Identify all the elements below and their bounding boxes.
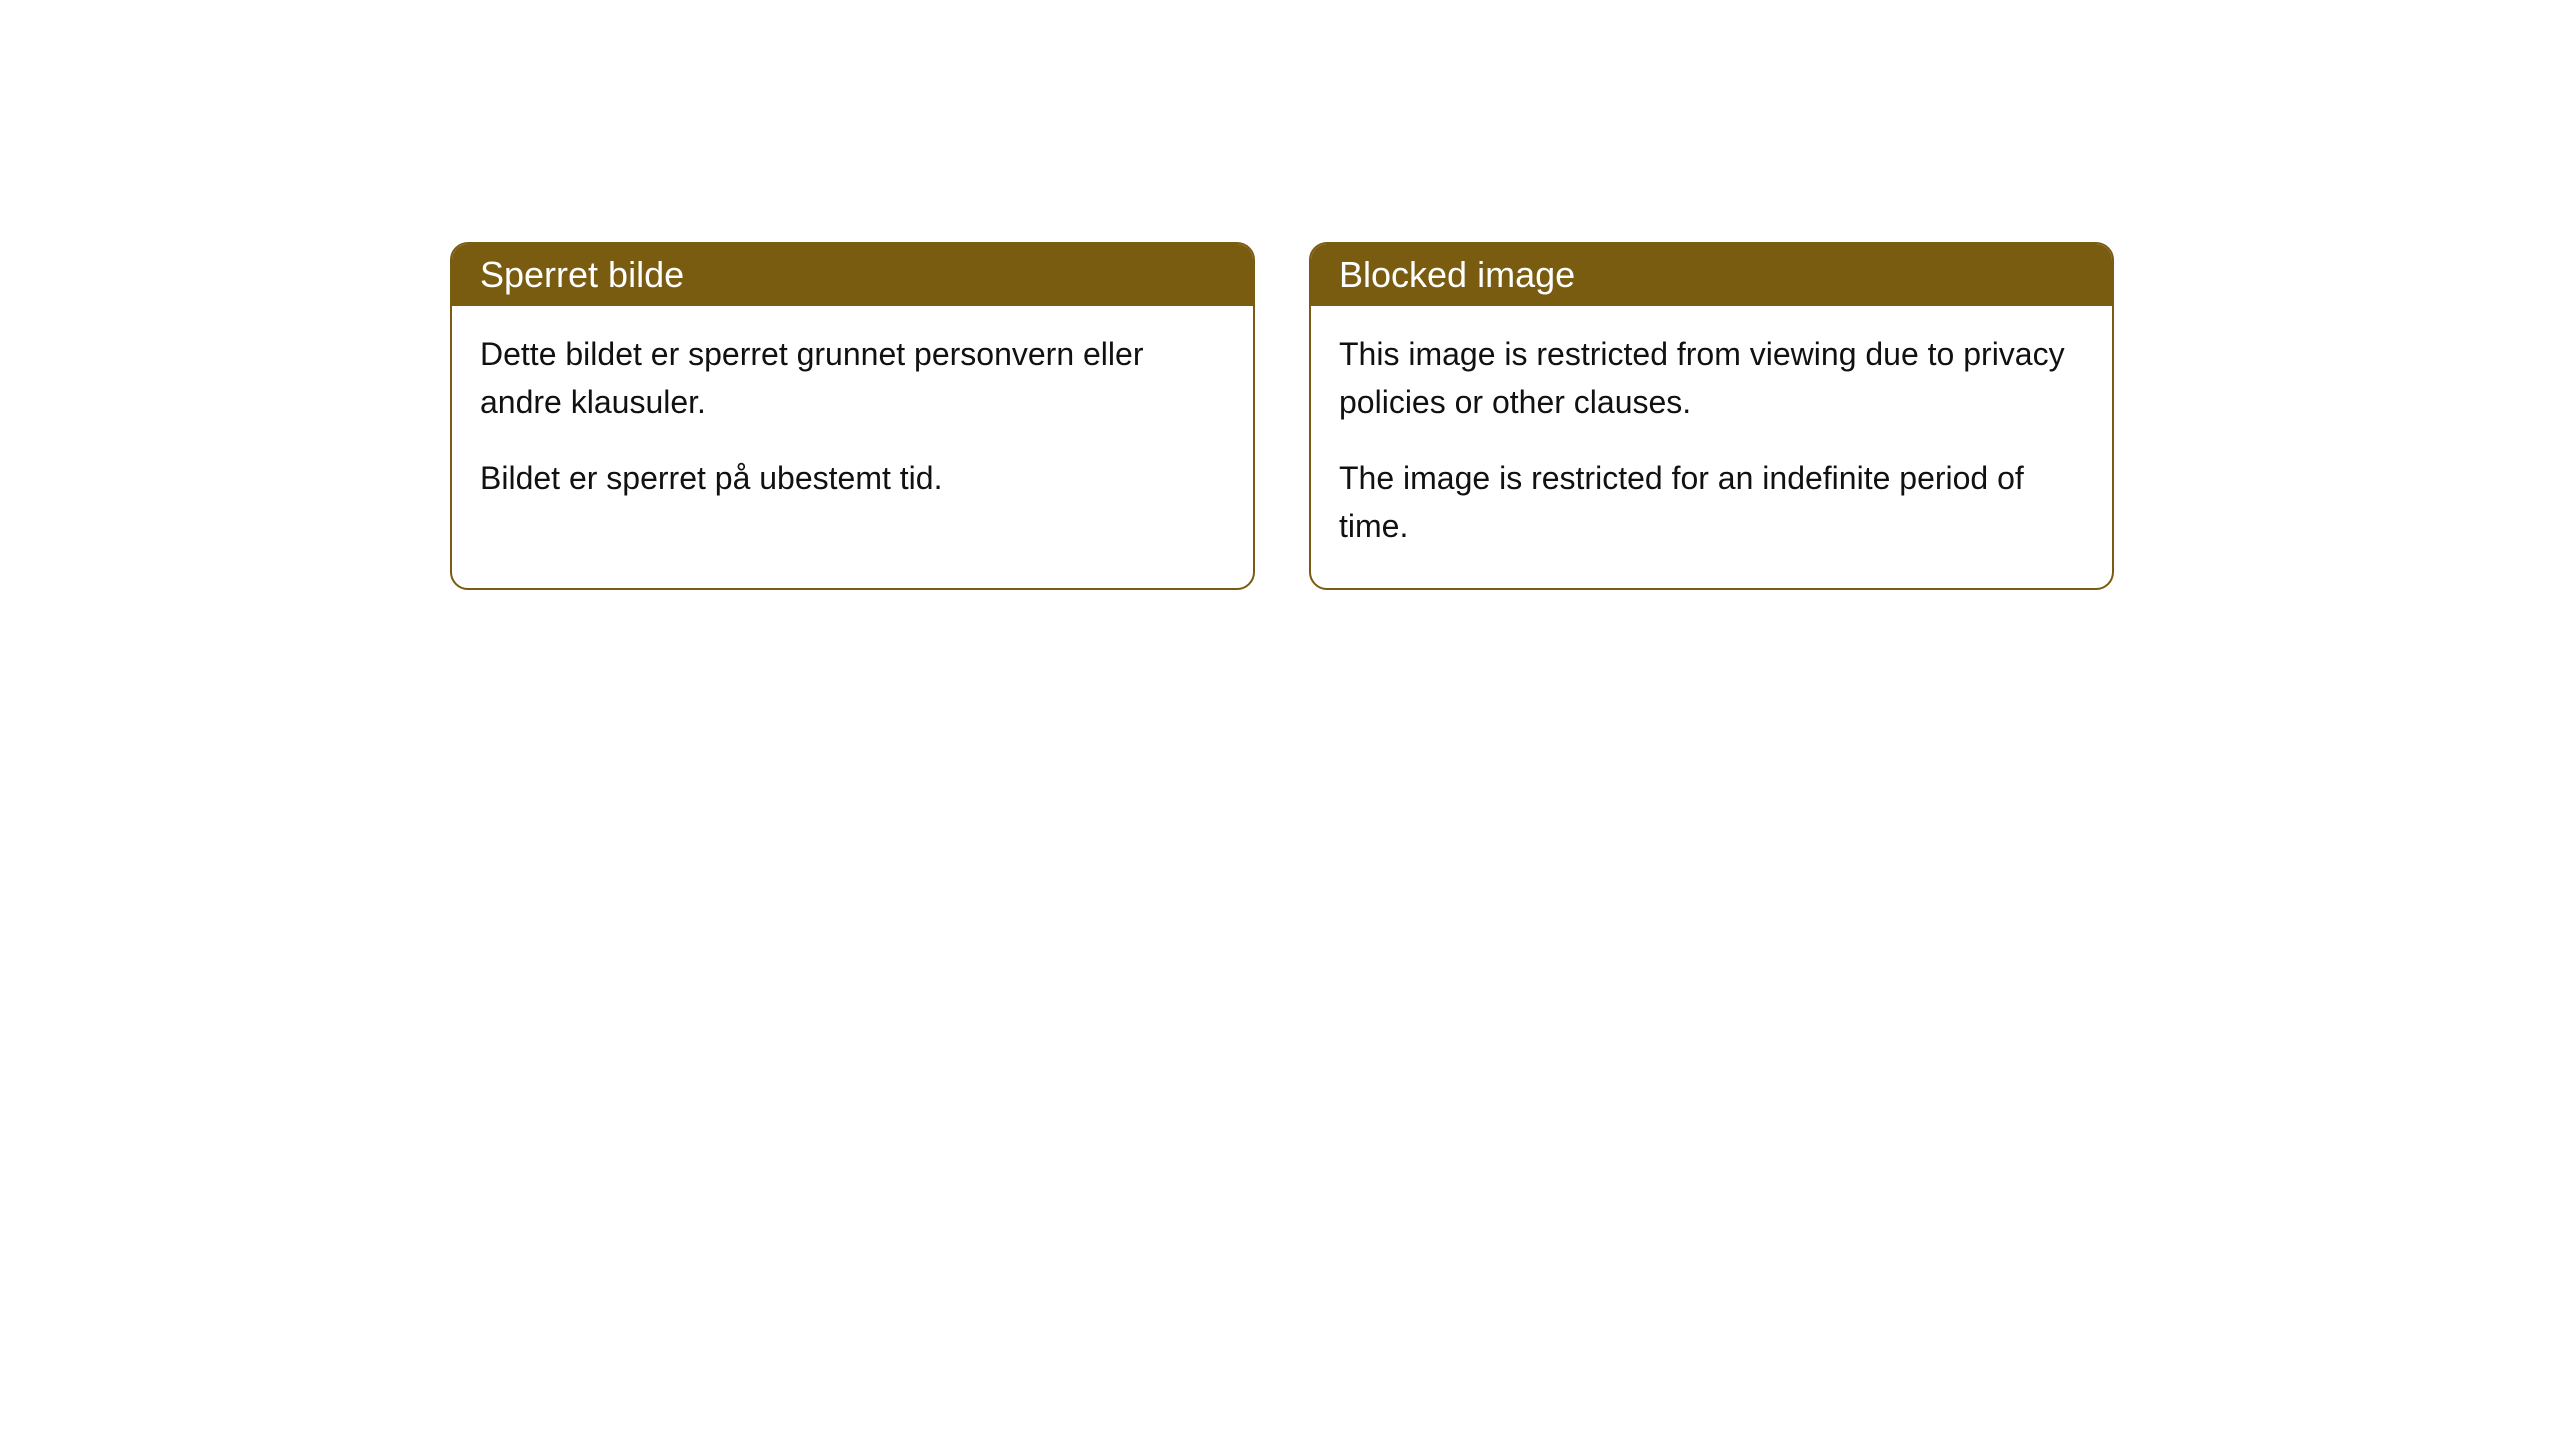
notice-body: Dette bildet er sperret grunnet personve… xyxy=(452,306,1253,540)
notice-header: Sperret bilde xyxy=(452,244,1253,306)
notice-title: Sperret bilde xyxy=(480,254,684,295)
notice-paragraph: The image is restricted for an indefinit… xyxy=(1339,454,2084,550)
notice-container: Sperret bilde Dette bildet er sperret gr… xyxy=(0,0,2560,590)
notice-card-norwegian: Sperret bilde Dette bildet er sperret gr… xyxy=(450,242,1255,590)
notice-paragraph: This image is restricted from viewing du… xyxy=(1339,330,2084,426)
notice-body: This image is restricted from viewing du… xyxy=(1311,306,2112,588)
notice-header: Blocked image xyxy=(1311,244,2112,306)
notice-paragraph: Dette bildet er sperret grunnet personve… xyxy=(480,330,1225,426)
notice-paragraph: Bildet er sperret på ubestemt tid. xyxy=(480,454,1225,502)
notice-title: Blocked image xyxy=(1339,254,1575,295)
notice-card-english: Blocked image This image is restricted f… xyxy=(1309,242,2114,590)
